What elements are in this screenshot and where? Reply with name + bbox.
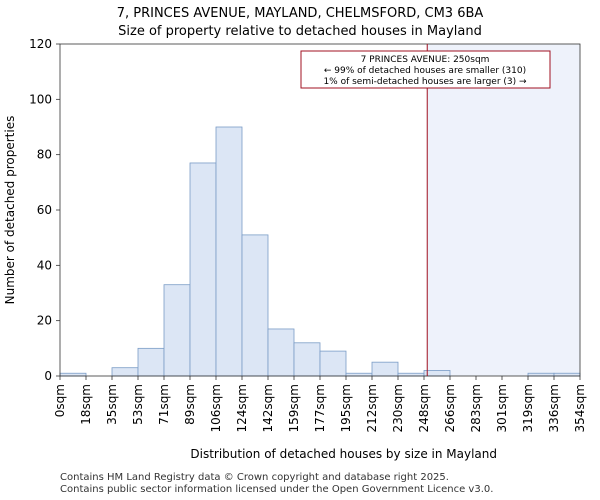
y-tick-label: 80 <box>37 148 52 162</box>
x-tick-label: 248sqm <box>417 384 431 432</box>
x-tick-label: 354sqm <box>573 384 587 432</box>
annotation-line3: 1% of semi-detached houses are larger (3… <box>323 77 527 87</box>
x-tick-label: 53sqm <box>131 384 145 425</box>
histogram-bar <box>293 342 321 377</box>
histogram-bar <box>111 367 139 377</box>
larger-region-shade <box>427 44 580 376</box>
x-tick-label: 319sqm <box>521 384 535 432</box>
x-tick-label: 177sqm <box>313 384 327 432</box>
histogram-bar <box>397 372 425 377</box>
histogram-bar <box>189 162 217 377</box>
x-tick-label: 71sqm <box>157 384 171 425</box>
histogram-bar <box>371 361 399 377</box>
y-tick-label: 120 <box>29 37 52 51</box>
chart-title: 7, PRINCES AVENUE, MAYLAND, CHELMSFORD, … <box>116 6 484 21</box>
y-tick-label: 40 <box>37 258 52 272</box>
x-tick-label: 195sqm <box>339 384 353 432</box>
x-tick-label: 18sqm <box>79 384 93 425</box>
x-tick-label: 0sqm <box>53 384 67 417</box>
x-tick-label: 230sqm <box>391 384 405 432</box>
x-tick-label: 266sqm <box>443 384 457 432</box>
y-tick-label: 0 <box>44 369 52 383</box>
histogram-bar <box>553 372 581 377</box>
x-tick-label: 106sqm <box>209 384 223 432</box>
y-tick-label: 100 <box>29 92 52 106</box>
histogram-bar <box>137 347 165 377</box>
footer-copyright: Contains HM Land Registry data © Crown c… <box>60 472 449 483</box>
histogram-bar <box>241 234 269 377</box>
footer-licence: Contains public sector information licen… <box>60 484 494 495</box>
y-tick-label: 60 <box>37 203 52 217</box>
histogram-bar <box>319 350 347 377</box>
x-tick-label: 159sqm <box>287 384 301 432</box>
histogram-bar <box>163 284 191 377</box>
x-tick-label: 212sqm <box>365 384 379 432</box>
histogram-bar <box>423 370 451 377</box>
y-axis-label: Number of detached properties <box>3 116 17 305</box>
x-tick-label: 301sqm <box>495 384 509 432</box>
chart-subtitle: Size of property relative to detached ho… <box>118 24 482 39</box>
x-tick-label: 89sqm <box>183 384 197 425</box>
histogram-bar <box>267 328 295 377</box>
x-tick-label: 124sqm <box>235 384 249 432</box>
x-axis-label: Distribution of detached houses by size … <box>190 447 497 461</box>
histogram-bar <box>527 372 555 377</box>
annotation-line1: 7 PRINCES AVENUE: 250sqm <box>361 55 490 65</box>
annotation-box <box>300 50 551 89</box>
y-tick-label: 20 <box>37 314 52 328</box>
histogram-bar <box>59 372 87 377</box>
x-tick-label: 283sqm <box>469 384 483 432</box>
histogram-bar <box>345 372 373 377</box>
annotation-line2: ← 99% of detached houses are smaller (31… <box>324 66 526 76</box>
histogram-bar <box>215 126 243 377</box>
x-tick-label: 336sqm <box>547 384 561 432</box>
x-tick-label: 35sqm <box>105 384 119 425</box>
x-tick-label: 142sqm <box>261 384 275 432</box>
